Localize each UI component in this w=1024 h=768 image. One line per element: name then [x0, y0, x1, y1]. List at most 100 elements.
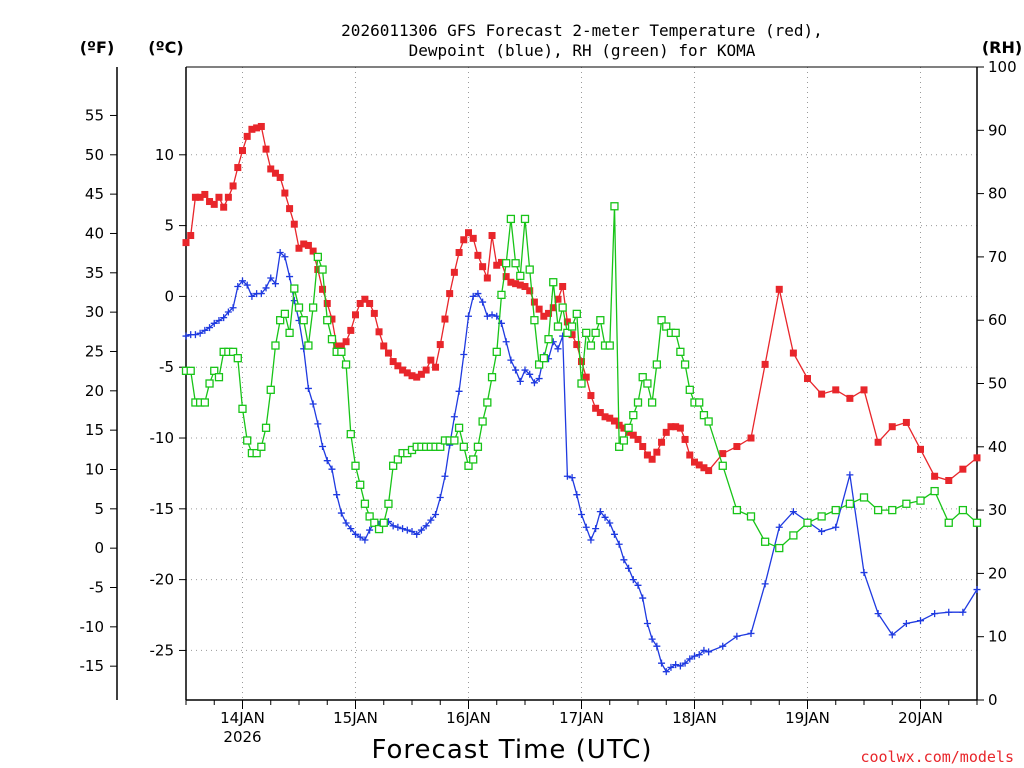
temperature-point: [592, 404, 600, 412]
fahrenheit-tick-label: 45: [85, 185, 104, 203]
temperature-point: [323, 299, 331, 307]
rh-point: [261, 423, 271, 432]
rh-tick-label: 10: [988, 628, 1007, 646]
temperature-point: [634, 435, 642, 443]
dewpoint-point: [535, 375, 543, 383]
rh-tick-label: 90: [988, 121, 1007, 139]
temperature-point: [578, 358, 585, 366]
fahrenheit-tick-label: 0: [94, 539, 104, 557]
rh-tick-label: 100: [988, 58, 1017, 76]
temperature-point: [243, 132, 251, 140]
temperature-point: [761, 360, 769, 368]
dewpoint-point: [592, 525, 600, 533]
temperature-point: [545, 309, 553, 317]
rh-point: [704, 417, 713, 426]
rh-point: [699, 410, 709, 420]
rh-point: [553, 322, 563, 331]
rh-point: [629, 410, 638, 420]
temperature-point: [563, 318, 571, 326]
rh-point: [695, 398, 704, 407]
temperature-point: [267, 165, 275, 173]
temperature-point: [653, 448, 661, 456]
rh-point: [558, 303, 567, 312]
temperature-point: [606, 414, 614, 422]
dewpoint-point: [366, 526, 374, 534]
celsius-tick-label: -20: [150, 571, 175, 589]
dewpoint-point: [201, 326, 209, 334]
rh-point: [888, 505, 897, 515]
temperature-point: [959, 465, 967, 473]
rh-point: [252, 448, 261, 458]
temperature-point: [686, 451, 694, 459]
dewpoint-point: [427, 516, 435, 524]
dewpoint-point: [681, 659, 689, 667]
temperature-point: [403, 369, 411, 377]
dewpoint-point: [191, 331, 199, 339]
celsius-tick-label: -10: [150, 429, 175, 447]
dewpoint-point: [333, 491, 341, 499]
rh-point: [859, 493, 869, 502]
rh-point: [596, 316, 605, 325]
temperature-point: [789, 349, 797, 357]
temperature-point: [262, 145, 270, 153]
dewpoint-point: [902, 620, 910, 628]
celsius-tick-label: -5: [159, 358, 174, 376]
rh-point: [473, 442, 483, 451]
dewpoint-point: [648, 635, 656, 643]
temperature-point: [648, 455, 656, 463]
temperature-point: [239, 147, 246, 155]
rh-point: [384, 499, 393, 508]
temperature-point: [516, 281, 524, 289]
rh-point: [530, 316, 539, 325]
rh-point: [186, 366, 195, 375]
temperature-point: [441, 315, 449, 323]
temperature-point: [639, 443, 647, 451]
temperature-point: [573, 341, 581, 349]
rh-point: [502, 259, 511, 268]
rh-point: [831, 505, 840, 515]
rh-tick-label: 70: [988, 248, 1007, 266]
dewpoint-point: [361, 536, 369, 544]
rh-point: [233, 354, 242, 363]
temperature-point: [860, 386, 868, 394]
dewpoint-point: [309, 400, 317, 408]
dewpoint-point: [469, 292, 477, 300]
rh-point: [454, 423, 464, 432]
x-tick-label: 15JAN: [333, 709, 378, 727]
temperature-point: [945, 477, 953, 485]
dewpoint-point: [620, 556, 628, 564]
temperature-point: [587, 392, 595, 400]
dewpoint-point: [399, 525, 407, 533]
temperature-point: [502, 273, 510, 281]
temperature-point: [554, 295, 562, 303]
dewpoint-point: [276, 249, 284, 257]
rh-point: [525, 265, 534, 274]
dewpoint-point: [328, 465, 336, 473]
fahrenheit-tick-label: 10: [85, 460, 104, 478]
temperature-point: [917, 445, 924, 453]
dewpoint-point: [432, 510, 440, 518]
rh-point: [374, 524, 384, 534]
axes: 5550454035302520151050-5-10-151050-5-10-…: [80, 58, 1017, 709]
rh-point: [944, 518, 953, 527]
dewpoint-point: [667, 663, 675, 671]
rh-point: [567, 322, 577, 331]
dewpoint-point: [394, 523, 402, 531]
rh-point: [605, 341, 614, 350]
rh-point: [214, 373, 224, 382]
rh-point: [389, 461, 398, 470]
dewpoint-point: [417, 526, 425, 534]
rh-point: [370, 518, 379, 527]
dewpoint-point: [493, 312, 501, 320]
dewpoint-point: [512, 366, 520, 374]
rh-point: [483, 398, 492, 407]
rh-point: [685, 385, 694, 394]
dewpoint-point: [691, 652, 698, 660]
temperature-point: [356, 299, 364, 307]
temperature-point: [493, 261, 501, 269]
rh-point: [492, 347, 501, 357]
temperature-point: [191, 193, 199, 201]
dewpoint-point: [860, 569, 868, 577]
temperature-point: [229, 182, 237, 190]
dewpoint-point: [578, 510, 585, 518]
